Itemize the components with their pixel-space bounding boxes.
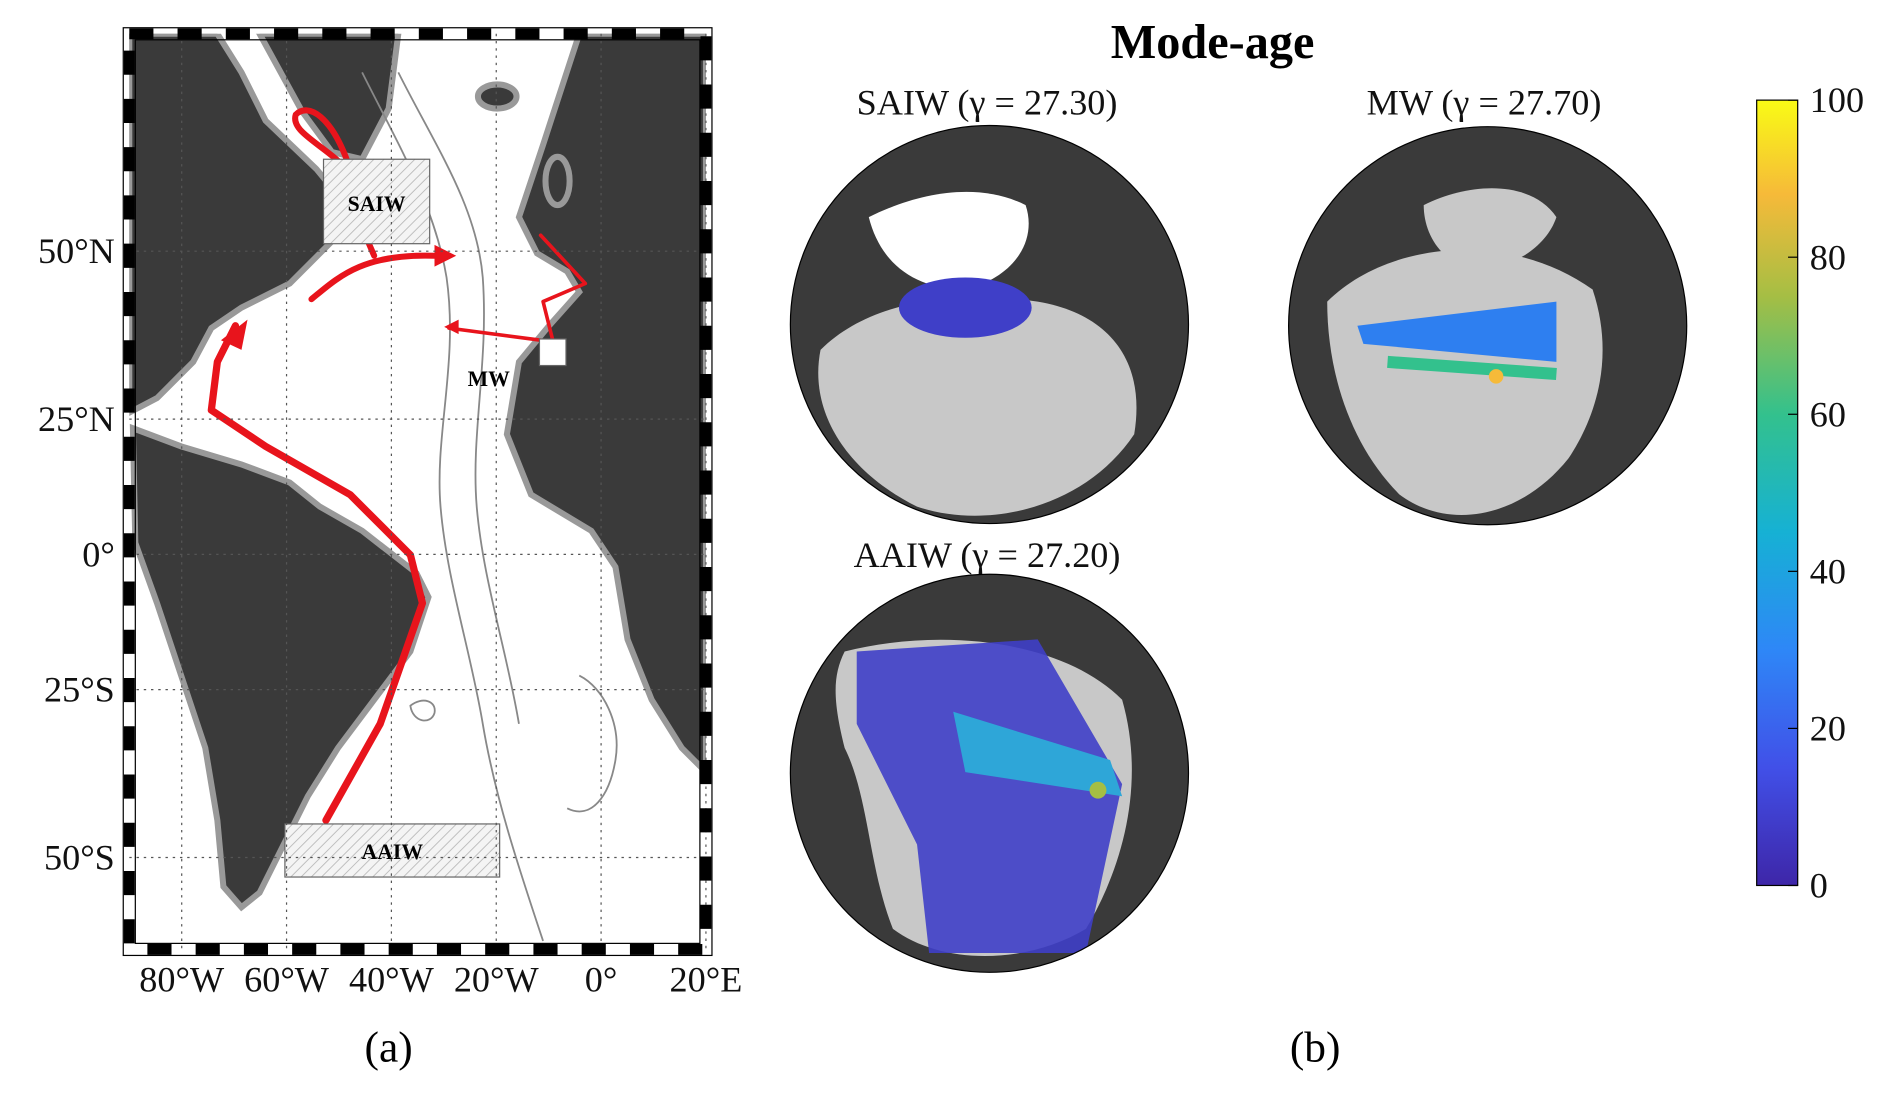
globes: SAIW (γ = 27.30) MW (γ = 27.70) AAIW (γ … [789,83,1688,973]
colorbar-tick-label: 100 [1810,80,1864,120]
y-tick-label: 25°S [44,670,115,710]
north-america [129,33,348,416]
colorbar-tick-label: 0 [1810,866,1828,906]
panel-label: (b) [1290,1024,1341,1072]
panel-label: (a) [365,1024,413,1072]
globe-outline [789,124,1190,525]
x-tick-label: 40°W [349,960,435,1000]
globe-mw [1288,126,1687,525]
y-tick-label: 0° [82,534,115,574]
colorbar-tick-label: 40 [1810,551,1846,591]
map-frame [122,27,713,957]
britain [542,153,573,209]
x-tick-label: 0° [585,960,618,1000]
saiw-box [322,158,431,245]
colorbar-tick-label: 60 [1810,394,1846,434]
x-tick-label: 20°E [670,960,743,1000]
globe-outline [789,573,1190,973]
x-tick-label: 60°W [244,960,330,1000]
map-a: SAIW MW AAIW [122,27,713,957]
mw-box [538,338,567,367]
x-tick-label: 80°W [139,960,225,1000]
land [129,33,706,912]
colorbar-tick-label: 20 [1810,708,1846,748]
map-frame [134,39,701,944]
iceland [474,81,520,112]
globe-aaiw [790,574,1189,973]
globe-title: SAIW (γ = 27.30) [857,83,1118,123]
south-america [129,423,432,912]
colorbar [1756,99,1799,887]
y-tick-label: 50°N [38,231,115,271]
region-label: AAIW [362,840,424,864]
region-label: SAIW [348,192,406,216]
globe-title: MW (γ = 27.70) [1367,83,1602,123]
bathymetry [361,71,618,942]
globe-title: AAIW (γ = 27.20) [854,535,1121,575]
europe-africa [503,33,706,777]
region-label: MW [468,367,510,391]
globe-outline [1288,126,1688,526]
globe-saiw [790,125,1189,524]
map-frame-ticks [123,28,712,955]
y-tick-label: 25°N [38,399,115,439]
x-tick-label: 20°W [454,960,540,1000]
aaiw-box [284,823,501,878]
colorbar-tick-label: 80 [1810,237,1846,277]
figure-title: Mode-age [1111,16,1315,69]
y-tick-label: 50°S [44,838,115,878]
